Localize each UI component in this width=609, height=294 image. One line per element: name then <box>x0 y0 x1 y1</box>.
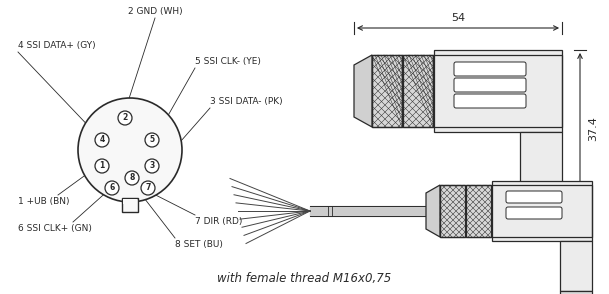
Circle shape <box>78 98 182 202</box>
Text: 1 +UB (BN): 1 +UB (BN) <box>18 197 69 206</box>
Circle shape <box>125 171 139 185</box>
FancyBboxPatch shape <box>122 198 138 212</box>
FancyBboxPatch shape <box>454 94 526 108</box>
Circle shape <box>145 159 159 173</box>
Text: 54: 54 <box>451 13 465 23</box>
FancyBboxPatch shape <box>454 62 526 76</box>
Polygon shape <box>354 55 372 127</box>
FancyBboxPatch shape <box>506 191 562 203</box>
Circle shape <box>105 181 119 195</box>
Circle shape <box>145 133 159 147</box>
Text: 6: 6 <box>110 183 114 193</box>
Bar <box>520 132 562 200</box>
Text: 37.4: 37.4 <box>588 116 598 141</box>
Bar <box>123 199 137 204</box>
FancyBboxPatch shape <box>454 78 526 92</box>
Text: 3 SSI DATA- (PK): 3 SSI DATA- (PK) <box>210 97 283 106</box>
Text: with female thread M16x0,75: with female thread M16x0,75 <box>217 272 391 285</box>
Text: 7 DIR (RD): 7 DIR (RD) <box>195 217 242 226</box>
Polygon shape <box>426 185 440 237</box>
Bar <box>440 185 592 237</box>
FancyBboxPatch shape <box>506 207 562 219</box>
Bar <box>434 50 562 132</box>
Text: 8 SET (BU): 8 SET (BU) <box>175 240 223 249</box>
Bar <box>372 55 562 127</box>
Circle shape <box>141 181 155 195</box>
Text: 2 GND (WH): 2 GND (WH) <box>128 7 182 16</box>
Text: 6 SSI CLK+ (GN): 6 SSI CLK+ (GN) <box>18 224 92 233</box>
Text: 1: 1 <box>99 161 105 171</box>
Text: 4: 4 <box>99 136 105 144</box>
Text: 4 SSI DATA+ (GY): 4 SSI DATA+ (GY) <box>18 41 96 50</box>
Bar <box>466 185 491 237</box>
Bar <box>403 55 433 127</box>
Text: 7: 7 <box>146 183 150 193</box>
Bar <box>372 55 402 127</box>
Text: 3: 3 <box>149 161 155 171</box>
Circle shape <box>95 159 109 173</box>
Text: 2: 2 <box>122 113 128 123</box>
Circle shape <box>118 111 132 125</box>
Text: 5 SSI CLK- (YE): 5 SSI CLK- (YE) <box>195 57 261 66</box>
Bar <box>520 200 562 208</box>
Bar <box>560 241 592 291</box>
Bar <box>492 181 592 241</box>
Bar <box>440 185 465 237</box>
Circle shape <box>95 133 109 147</box>
Text: 5: 5 <box>149 136 155 144</box>
Text: 8: 8 <box>129 173 135 183</box>
Bar <box>560 291 592 294</box>
